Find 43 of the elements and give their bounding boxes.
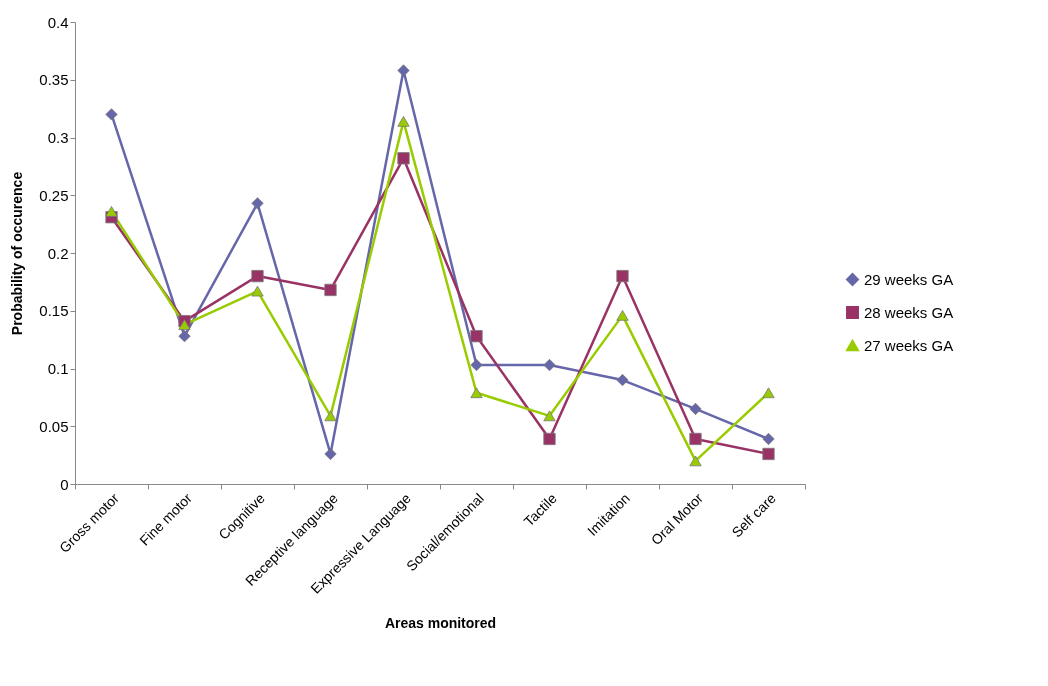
y-tick-label: 0.05 [39, 417, 69, 435]
point [762, 432, 775, 446]
point [762, 387, 775, 399]
y-tick-label: 0.1 [47, 360, 69, 377]
legend-label: 28 weeks GA [864, 303, 954, 321]
point [178, 330, 191, 343]
point [178, 319, 191, 330]
point [762, 447, 775, 461]
y-tick-label: 0.4 [47, 13, 69, 31]
x-axis-title: Areas monitored [384, 614, 497, 631]
point [324, 447, 337, 461]
y-axis-title: Probability of occurence [9, 171, 26, 336]
legend-label: 29 weeks GA [864, 270, 954, 288]
point [470, 330, 483, 343]
y-tick-label: 0.35 [39, 71, 69, 89]
point [543, 410, 556, 422]
point [616, 270, 629, 283]
point [543, 358, 556, 372]
y-tick-label: 0.25 [39, 186, 69, 204]
point [689, 432, 702, 446]
point [470, 358, 483, 372]
point [397, 152, 410, 165]
point [397, 64, 410, 77]
y-tick-label: 0.3 [47, 129, 69, 146]
point [251, 270, 264, 283]
x-tick-label: Self care [728, 489, 780, 541]
point [616, 373, 629, 387]
point [470, 387, 483, 399]
point [105, 206, 118, 217]
legend-label: 27 weeks GA [864, 336, 954, 354]
point [689, 402, 702, 416]
y-tick-label: 0 [60, 475, 69, 493]
point [251, 285, 264, 297]
y-tick-label: 0.15 [39, 302, 69, 320]
point [105, 108, 118, 121]
point [397, 115, 410, 127]
y-tick-label: 0.2 [47, 244, 69, 262]
point [543, 432, 556, 446]
point [616, 310, 629, 321]
point [251, 197, 264, 210]
point [689, 455, 702, 467]
point [324, 410, 337, 422]
point [324, 283, 337, 297]
